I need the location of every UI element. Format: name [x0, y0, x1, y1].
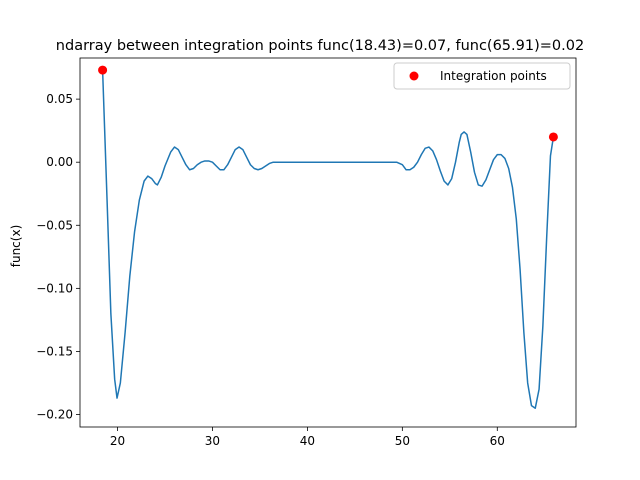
legend-label: Integration points — [440, 69, 547, 83]
x-tick-label: 50 — [395, 434, 410, 448]
legend: Integration points — [393, 62, 571, 90]
y-tick-label: 0.05 — [46, 92, 73, 106]
y-tick-label: 0.00 — [46, 155, 73, 169]
y-tick-label: −0.15 — [36, 344, 73, 358]
y-tick-label: −0.20 — [36, 408, 73, 422]
plot-area — [79, 57, 577, 428]
axes-frame — [79, 57, 577, 428]
legend-box — [393, 62, 571, 90]
chart-title: ndarray between integration points func(… — [56, 38, 584, 54]
y-axis: 0.05 0.00 −0.05 −0.10 −0.15 −0.20 — [36, 92, 80, 422]
y-tick-label: −0.10 — [36, 281, 73, 295]
x-tick-label: 30 — [205, 434, 220, 448]
integration-point — [548, 132, 558, 142]
x-axis: 20 30 40 50 60 — [110, 427, 505, 448]
x-tick-label: 20 — [110, 434, 125, 448]
y-axis-label: func(x) — [9, 225, 23, 268]
x-tick-label: 40 — [300, 434, 315, 448]
legend-marker — [409, 71, 419, 81]
x-tick-label: 60 — [490, 434, 505, 448]
y-tick-label: −0.05 — [36, 218, 73, 232]
func-line — [101, 70, 555, 409]
integration-point — [98, 65, 108, 75]
